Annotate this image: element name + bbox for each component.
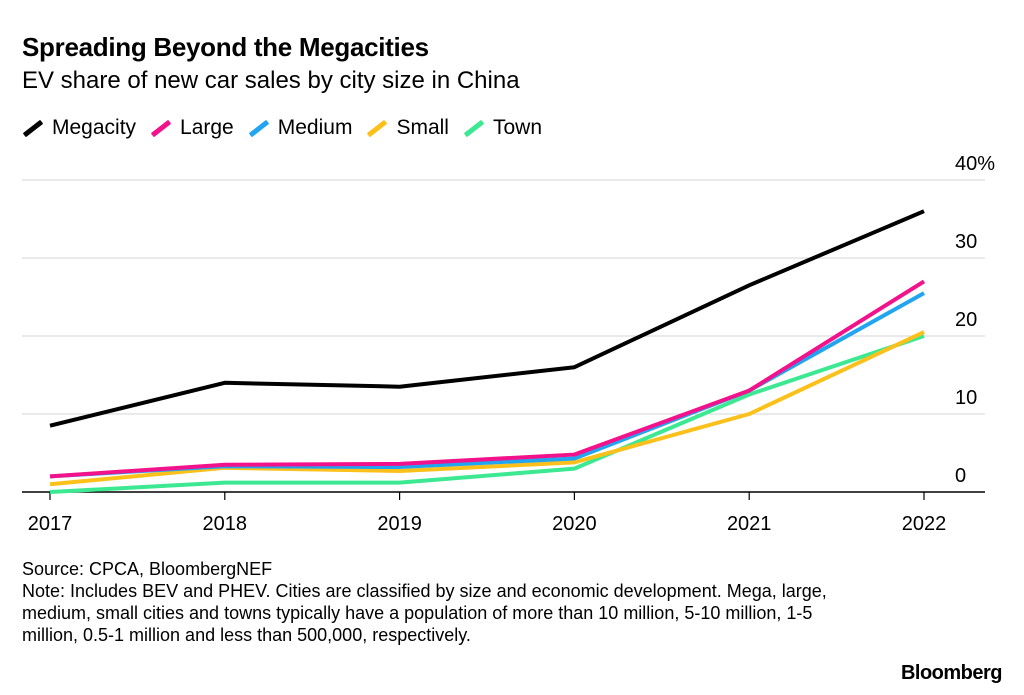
- y-tick-label-0: 0: [955, 465, 966, 487]
- legend-item-small: Small: [366, 116, 449, 140]
- x-tick-label-2017: 2017: [28, 513, 73, 535]
- legend-item-medium: Medium: [248, 116, 353, 140]
- legend-item-large: Large: [150, 116, 234, 140]
- legend-label-large: Large: [180, 116, 234, 139]
- x-tick-label-2018: 2018: [203, 513, 248, 535]
- methodology-note: Note: Includes BEV and PHEV. Cities are …: [22, 581, 827, 645]
- series-line-medium: [49, 291, 925, 479]
- chart-legend: Megacity Large Medium Small Town: [22, 116, 556, 140]
- x-tick-label-2019: 2019: [377, 513, 422, 535]
- legend-label-megacity: Megacity: [52, 116, 137, 139]
- legend-item-megacity: Megacity: [22, 116, 136, 140]
- legend-swatch-large: [150, 119, 172, 137]
- series-line-megacity: [49, 209, 925, 428]
- y-tick-label-30: 30: [955, 231, 977, 253]
- series-line-small: [49, 330, 925, 487]
- legend-swatch-small: [367, 119, 388, 137]
- legend-label-small: Small: [396, 116, 449, 139]
- source-note: Source: CPCA, BloombergNEF: [22, 559, 273, 579]
- legend-swatch-medium: [248, 119, 269, 137]
- chart-footer: Source: CPCA, BloombergNEF Note: Include…: [22, 558, 842, 646]
- y-tick-label-40: 40%: [955, 153, 995, 175]
- x-tick-label-2021: 2021: [727, 513, 772, 535]
- legend-swatch-megacity: [22, 119, 44, 137]
- x-tick-label-2022: 2022: [902, 513, 947, 535]
- y-tick-label-10: 10: [955, 387, 977, 409]
- bloomberg-logo: Bloomberg: [900, 662, 1003, 684]
- legend-label-medium: Medium: [277, 116, 353, 139]
- legend-item-town: Town: [463, 116, 542, 140]
- y-tick-label-20: 20: [955, 309, 977, 331]
- series-line-town: [49, 334, 925, 494]
- x-tick-label-2020: 2020: [552, 513, 597, 535]
- line-chart: 0 10 20 30 40% 2017 2018 2019 2020 2021 2022: [22, 153, 995, 535]
- series-line-large: [49, 279, 926, 479]
- legend-label-town: Town: [492, 116, 542, 139]
- chart-subtitle: EV share of new car sales by city size i…: [22, 67, 520, 94]
- legend-swatch-town: [463, 119, 485, 137]
- chart-title: Spreading Beyond the Megacities: [22, 32, 429, 62]
